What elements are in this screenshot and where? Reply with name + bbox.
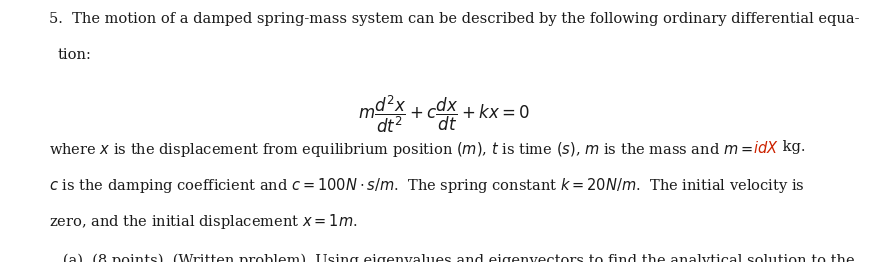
Text: $m\dfrac{d^2x}{dt^2} + c\dfrac{dx}{dt} + kx = 0$: $m\dfrac{d^2x}{dt^2} + c\dfrac{dx}{dt} +… <box>357 94 529 135</box>
Text: $c$ is the damping coefficient and $c = 100N \cdot s/m$.  The spring constant $k: $c$ is the damping coefficient and $c = … <box>49 176 804 195</box>
Text: $idX$: $idX$ <box>752 140 777 156</box>
Text: zero, and the initial displacement $x = 1m$.: zero, and the initial displacement $x = … <box>49 212 357 231</box>
Text: 5.  The motion of a damped spring-mass system can be described by the following : 5. The motion of a damped spring-mass sy… <box>49 12 859 26</box>
Text: (a)  (8 points)  (Written problem)  Using eigenvalues and eigenvectors to find t: (a) (8 points) (Written problem) Using e… <box>49 254 853 262</box>
Text: where $x$ is the displacement from equilibrium position $(m)$, $t$ is time $(s)$: where $x$ is the displacement from equil… <box>49 140 752 159</box>
Text: kg.: kg. <box>777 140 804 154</box>
Text: tion:: tion: <box>58 48 91 62</box>
